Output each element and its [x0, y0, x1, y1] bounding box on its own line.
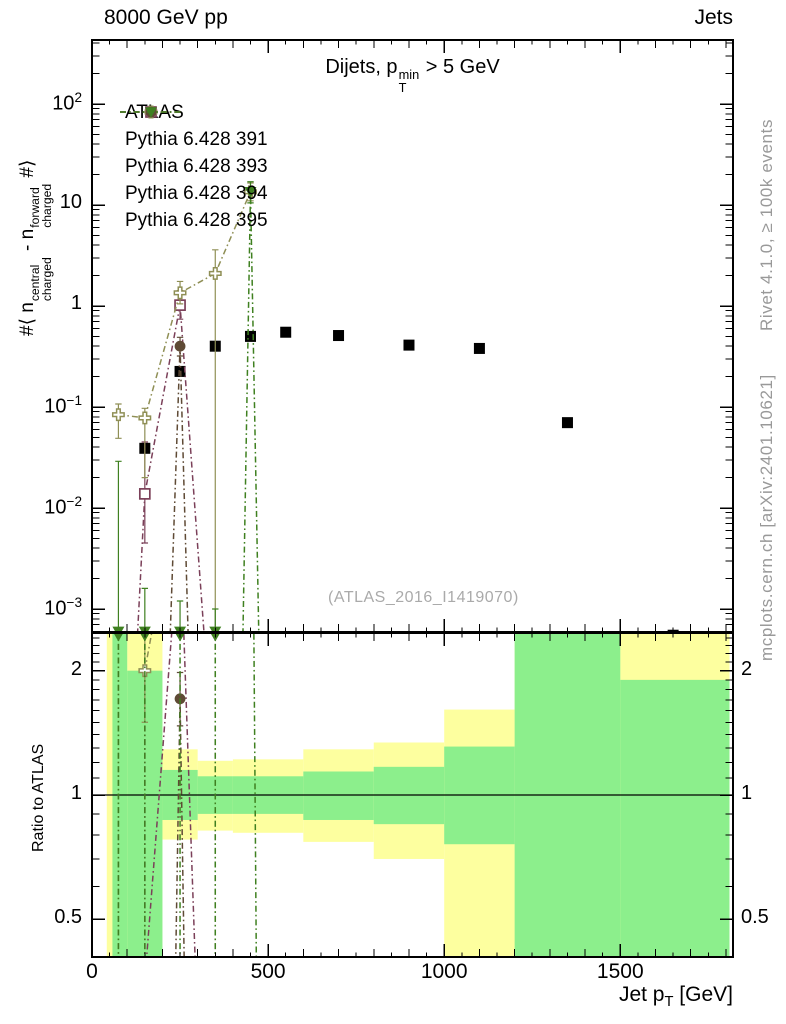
legend-marker-p395	[120, 107, 182, 118]
rivet-version-note: Rivet 4.1.0, ≥ 100k events	[757, 118, 776, 331]
legend-label: Pythia 6.428 393	[125, 155, 268, 177]
x-title-post: [GeV]	[673, 983, 733, 1006]
plot-title: Dijets, p min T > 5 GeV	[92, 56, 733, 94]
y-main-tick-label: 10−2	[44, 494, 82, 519]
y-ratio-tick-label-right: 2	[741, 657, 753, 680]
beam-energy-label: 8000 GeV pp	[104, 6, 228, 29]
legend-item-p391: Pythia 6.428 391	[116, 106, 268, 153]
x-title-pre: Jet p	[618, 983, 665, 1006]
x-tick-label: 500	[250, 960, 286, 983]
x-title-sub: T	[664, 994, 674, 1011]
pt-min-supsub: min T	[399, 68, 420, 94]
legend-item-p393: Pythia 6.428 393	[116, 105, 268, 180]
y-ratio-tick-label-right: 1	[741, 782, 753, 804]
y-ratio-tick-label-left: 1	[70, 782, 82, 804]
ratio-series-p391	[144, 633, 196, 957]
x-tick-label: 1000	[420, 960, 468, 983]
y-main-tick-label: 10	[59, 191, 82, 213]
legend-item-p394: Pythia 6.428 394	[116, 106, 268, 207]
plot-title-sub: T	[398, 80, 407, 96]
y-main-tick-label: 1	[70, 292, 82, 314]
x-axis-title: Jet pT [GeV]	[433, 983, 733, 1010]
y-main-tick-label: 10−3	[44, 595, 82, 620]
y-ratio-tick-label-left: 0.5	[54, 906, 82, 929]
legend-label: Pythia 6.428 395	[125, 209, 268, 231]
process-label: Jets	[694, 6, 733, 29]
y-title-mid: - n	[17, 228, 38, 257]
x-tick-label: 0	[86, 960, 98, 983]
y-main-tick-label: 10−1	[44, 393, 82, 418]
analysis-watermark: (ATLAS_2016_I1419070)	[328, 589, 519, 606]
plot-title-post: > 5 GeV	[420, 56, 500, 78]
mcplots-arxiv-note: mcplots.cern.ch [arXiv:2401.10621]	[757, 374, 776, 661]
legend-item-p395: Pythia 6.428 395	[116, 107, 268, 234]
y-ratio-tick-label-right: 0.5	[741, 906, 769, 929]
axis-ticks	[91, 40, 733, 957]
series-p394	[169, 336, 189, 632]
y-ratio-tick-label-left: 2	[70, 657, 82, 680]
y-main-tick-label: 102	[52, 90, 82, 115]
plot-title-sup: min	[398, 67, 420, 83]
series-p393	[111, 182, 257, 632]
legend-label: Pythia 6.428 391	[125, 128, 268, 150]
legend-label: Pythia 6.428 394	[125, 182, 268, 204]
y-title-post: #⟩	[17, 159, 38, 183]
x-tick-label: 1500	[596, 960, 644, 983]
plot-title-pre: Dijets, p	[325, 56, 398, 78]
